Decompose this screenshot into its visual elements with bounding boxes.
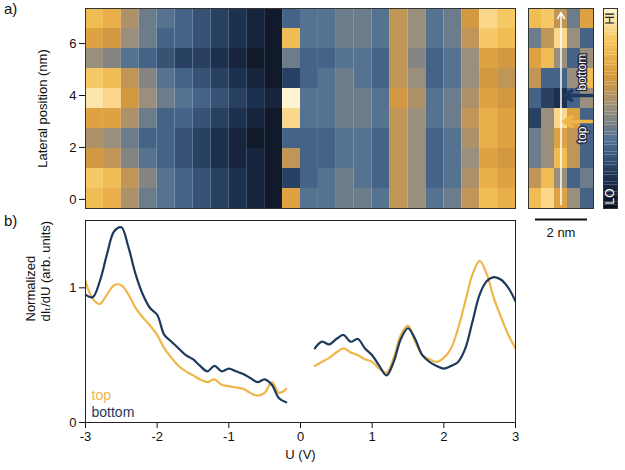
svg-text:top: top — [575, 126, 589, 143]
svg-text:U (V): U (V) — [285, 447, 315, 462]
svg-text:bottom: bottom — [575, 54, 589, 91]
svg-text:-2: -2 — [151, 429, 163, 444]
svg-text:0: 0 — [69, 415, 76, 430]
svg-text:1: 1 — [69, 280, 76, 295]
svg-text:bottom: bottom — [92, 404, 135, 420]
svg-text:6: 6 — [69, 36, 76, 51]
svg-text:1: 1 — [369, 429, 376, 444]
svg-text:4: 4 — [69, 88, 76, 103]
svg-text:2 nm: 2 nm — [547, 225, 576, 240]
svg-text:NormalizeddIₜ/dU (arb. units): NormalizeddIₜ/dU (arb. units) — [23, 221, 54, 322]
svg-text:HI: HI — [603, 13, 617, 25]
svg-text:LO: LO — [603, 188, 617, 204]
svg-text:0: 0 — [69, 192, 76, 207]
html-text:a): a) — [4, 0, 18, 17]
svg-text:Lateral position (nm): Lateral position (nm) — [35, 49, 50, 168]
svg-text:-1: -1 — [223, 429, 235, 444]
svg-text:3: 3 — [512, 429, 519, 444]
svg-text:-3: -3 — [80, 429, 92, 444]
svg-text:2: 2 — [440, 429, 447, 444]
svg-text:2: 2 — [69, 140, 76, 155]
html-text:b): b) — [4, 212, 18, 229]
svg-text:0: 0 — [297, 429, 304, 444]
svg-text:top: top — [92, 387, 112, 403]
